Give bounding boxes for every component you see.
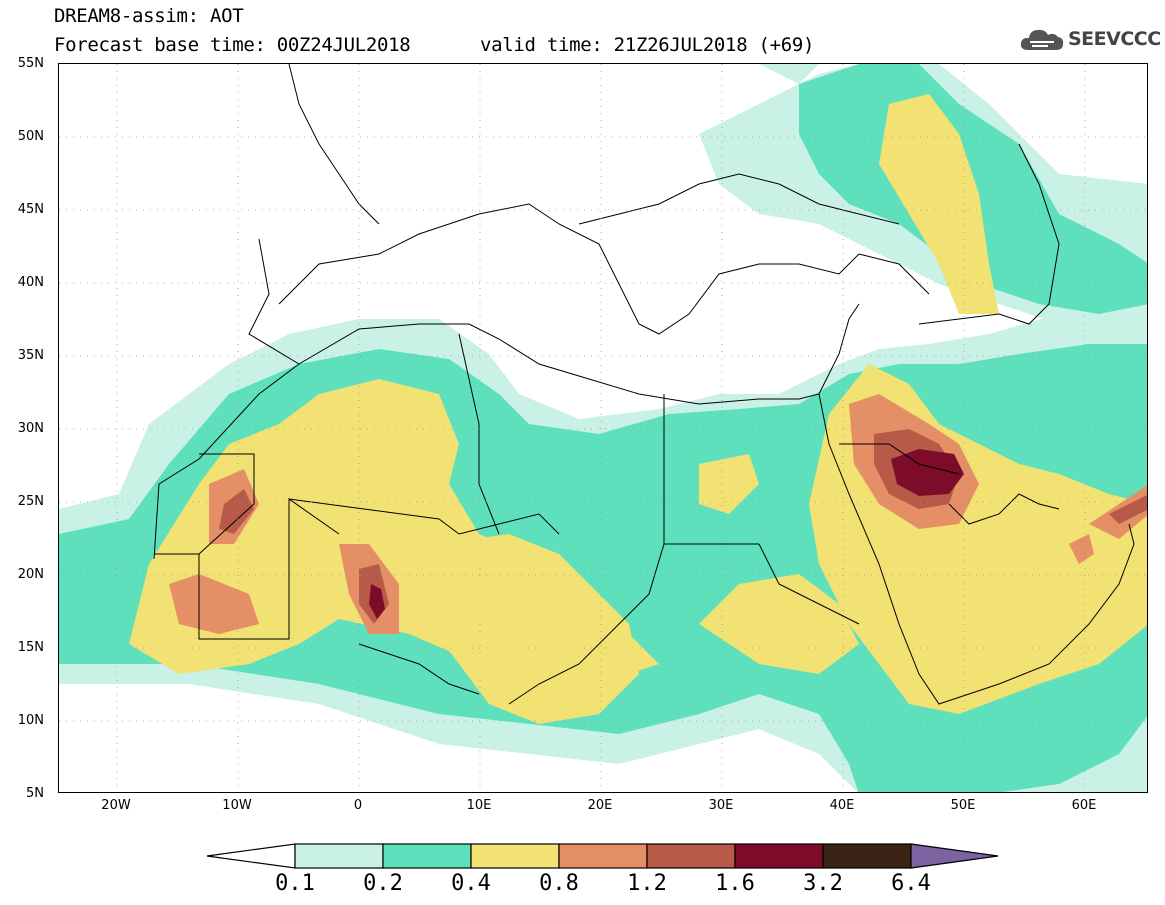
colorbar-bin-4	[558, 843, 648, 869]
colorbar-label-1: 0.2	[363, 871, 403, 896]
lat-label-10n: 10N	[17, 713, 44, 728]
colorbar-label-7: 6.4	[891, 871, 931, 896]
colorbar-label-5: 1.6	[715, 871, 755, 896]
lat-label-20n: 20N	[17, 567, 44, 582]
colorbar-under-arrow	[206, 843, 296, 869]
lat-label-40n: 40N	[17, 275, 44, 290]
lon-label-50e: 50E	[950, 798, 976, 813]
cloud-icon	[1020, 29, 1064, 50]
map-title: DREAM8-assim: AOT	[54, 5, 244, 27]
lat-label-15n: 15N	[17, 640, 44, 655]
colorbar	[206, 843, 999, 869]
lat-label-30n: 30N	[17, 421, 44, 436]
lat-label-50n: 50N	[17, 129, 44, 144]
logo-text: SEEVCCC	[1068, 28, 1161, 50]
lat-label-5n: 5N	[26, 786, 44, 801]
colorbar-label-4: 1.2	[627, 871, 667, 896]
colorbar-over-arrow	[910, 843, 999, 869]
lon-label-20w: 20W	[101, 798, 131, 813]
colorbar-label-6: 3.2	[803, 871, 843, 896]
colorbar-bin-2	[382, 843, 472, 869]
aot-map	[58, 63, 1148, 793]
lat-label-55n: 55N	[17, 56, 44, 71]
lon-label-30e: 30E	[708, 798, 734, 813]
lon-label-40e: 40E	[829, 798, 855, 813]
valid-time: valid time: 21Z26JUL2018 (+69)	[480, 34, 815, 56]
colorbar-bin-5	[646, 843, 736, 869]
colorbar-bin-7	[822, 843, 912, 869]
aot-field	[59, 64, 1147, 792]
colorbar-bin-1	[294, 843, 384, 869]
lon-label-20e: 20E	[587, 798, 613, 813]
lon-label-10w: 10W	[222, 798, 252, 813]
lat-label-45n: 45N	[17, 202, 44, 217]
seevccc-logo: SEEVCCC	[1018, 24, 1161, 54]
colorbar-label-2: 0.4	[451, 871, 491, 896]
forecast-base-time: Forecast base time: 00Z24JUL2018	[54, 34, 411, 56]
colorbar-bin-6	[734, 843, 824, 869]
colorbar-bin-3	[470, 843, 560, 869]
lat-label-35n: 35N	[17, 348, 44, 363]
lon-label-10e: 10E	[466, 798, 492, 813]
colorbar-label-0: 0.1	[275, 871, 315, 896]
colorbar-label-3: 0.8	[539, 871, 579, 896]
lat-label-25n: 25N	[17, 494, 44, 509]
lon-label-0: 0	[353, 798, 363, 813]
lon-label-60e: 60E	[1071, 798, 1097, 813]
